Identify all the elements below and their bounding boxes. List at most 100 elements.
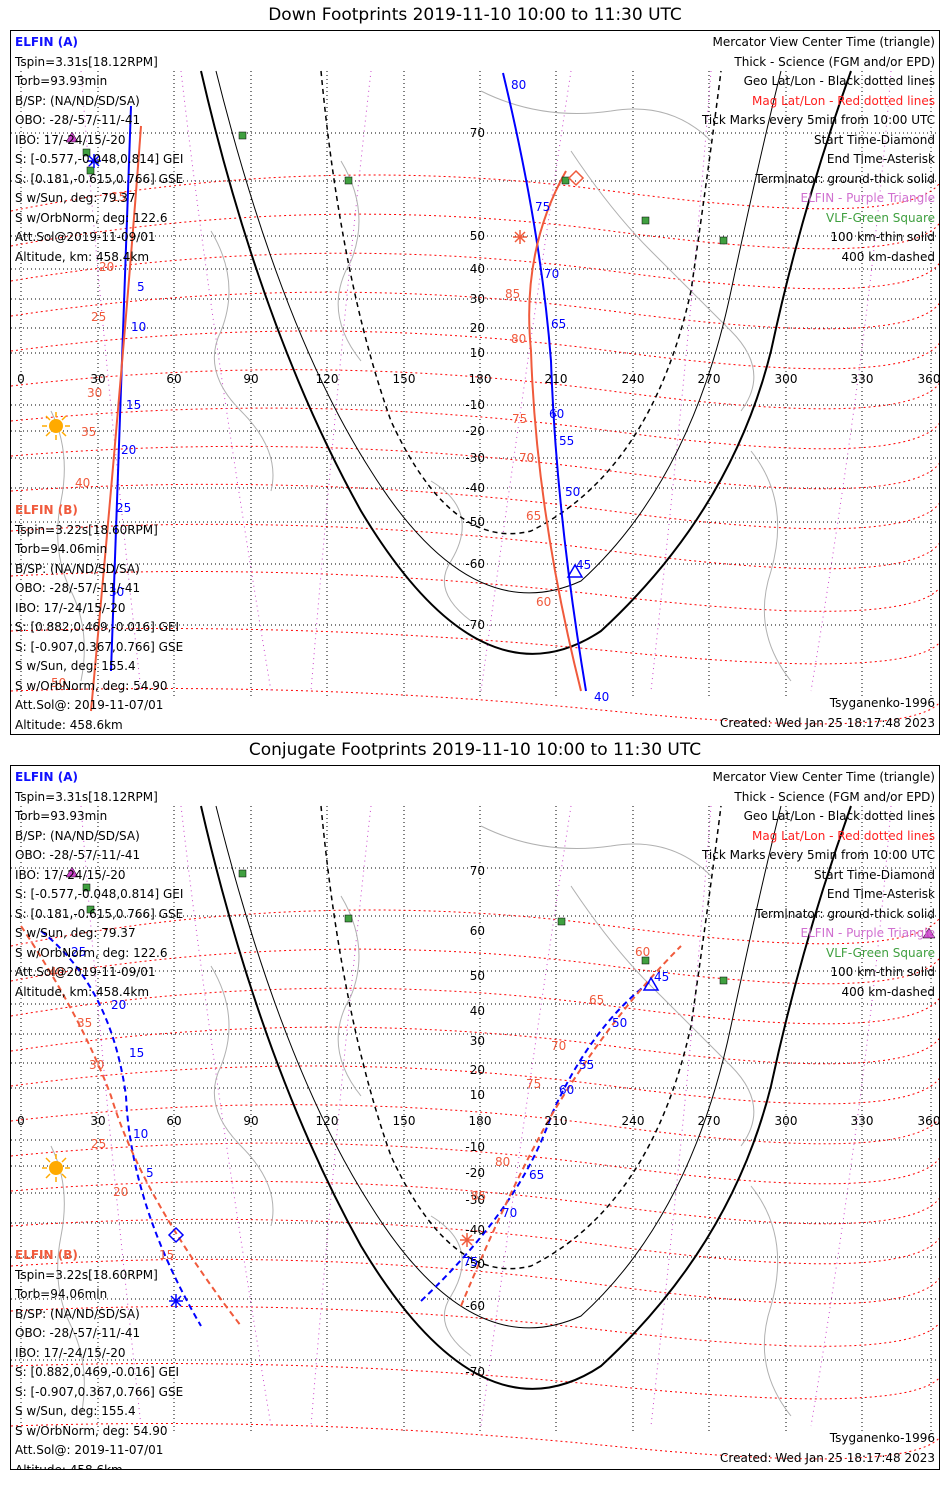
info-line: S w/OrbNorm, deg: 122.6 bbox=[15, 945, 168, 960]
track-label: 35 bbox=[81, 425, 96, 439]
sun-icon bbox=[42, 412, 70, 440]
vlf-square-icon bbox=[238, 869, 247, 878]
lat-tick: 70 bbox=[470, 864, 485, 878]
lon-tick: 60 bbox=[166, 372, 181, 386]
legend-item: Tick Marks every 5min from 10:00 UTC bbox=[701, 113, 935, 127]
legend-item: Mag Lat/Lon - Red dotted lines bbox=[751, 828, 935, 843]
info-line: B/SP: (NA/ND/SD/SA) bbox=[15, 93, 140, 108]
map-canvas-conjugate: 0 30 60 90 120 150 180 210 240 270 300 3… bbox=[11, 805, 939, 1460]
legend-item: Tick Marks every 5min from 10:00 UTC bbox=[701, 848, 935, 862]
lat-tick: -50 bbox=[465, 515, 485, 529]
track-label: 45 bbox=[654, 970, 669, 984]
track-label: 20 bbox=[113, 1185, 128, 1199]
info-line: S w/Sun, deg: 79.37 bbox=[15, 191, 136, 205]
lat-tick: 20 bbox=[470, 1063, 485, 1077]
info-line: S: [0.181,-0.615,0.766] GSE bbox=[15, 906, 184, 921]
track-label: 20 bbox=[99, 260, 114, 274]
info-line: B/SP: (NA/ND/SD/SA) bbox=[15, 561, 140, 576]
track-label: 25 bbox=[91, 310, 106, 324]
diamond-icon bbox=[167, 1226, 185, 1244]
track-elfin-b-west bbox=[90, 125, 142, 712]
track-label: 45 bbox=[576, 558, 591, 572]
vlf-square-icon bbox=[344, 914, 353, 923]
track-label: 50 bbox=[51, 676, 66, 690]
track-label: 30 bbox=[109, 585, 124, 599]
lon-tick: 90 bbox=[243, 1114, 258, 1128]
legend: Mercator View Center Time (triangle) Thi… bbox=[702, 33, 935, 267]
info-line: Att.Sol@2019-11-09/01 bbox=[15, 230, 156, 244]
lat-tick: -10 bbox=[465, 398, 485, 412]
lat-tick: -30 bbox=[465, 1193, 485, 1207]
track-label: 25 bbox=[91, 1137, 106, 1151]
info-line: IBO: 17/-24/15/-20 bbox=[15, 600, 126, 615]
info-line: S w/OrbNorm, deg: 122.6 bbox=[15, 210, 168, 225]
track-label: 30 bbox=[89, 1058, 104, 1072]
info-line: S: [-0.577,-0.048,0.814] GEI bbox=[15, 152, 184, 166]
lon-tick: 240 bbox=[622, 1114, 645, 1128]
vlf-square-icon bbox=[238, 131, 247, 140]
mag-longitude-lines bbox=[80, 805, 892, 1427]
info-line: Tspin=3.22s[18.60RPM] bbox=[15, 522, 158, 537]
legend-item: ELFIN - Purple Triangle bbox=[800, 191, 935, 205]
lon-tick: 240 bbox=[622, 372, 645, 386]
track-a-west-labels: 5 10 15 20 25 30 bbox=[109, 280, 146, 599]
map-panel-down: 0 30 60 90 120 150 180 210 240 270 300 3… bbox=[10, 30, 940, 735]
info-line: B/SP: (NA/ND/SD/SA) bbox=[15, 1306, 140, 1321]
vlf-square-icon bbox=[641, 956, 650, 965]
asterisk-icon bbox=[513, 230, 527, 244]
track-label: 30 bbox=[87, 386, 102, 400]
lon-tick: 210 bbox=[545, 1114, 568, 1128]
lat-tick: 40 bbox=[470, 1004, 485, 1018]
info-line: S: [0.882,0.469,-0.016] GEI bbox=[15, 1365, 180, 1379]
track-label: 15 bbox=[129, 1046, 144, 1060]
track-label: 75 bbox=[535, 200, 550, 214]
mag-grid bbox=[11, 909, 939, 1460]
legend-item: 400 km-dashed bbox=[841, 984, 935, 999]
track-a-east-labels: 75 70 65 60 55 50 45 bbox=[463, 970, 669, 1269]
legend-item: Terminator: ground-thick solid bbox=[755, 906, 935, 921]
geo-grid bbox=[11, 806, 939, 1431]
lat-tick: 60 bbox=[470, 924, 485, 938]
elfin-b-info: ELFIN (B) Tspin=3.22s[18.60RPM] Torb=94.… bbox=[15, 501, 183, 734]
footer: Tsyganenko-1996 Created: Wed Jan 25 18:1… bbox=[720, 1429, 935, 1468]
lat-tick: -70 bbox=[465, 1365, 485, 1379]
info-line: OBO: -28/-57/-11/-41 bbox=[15, 1326, 141, 1340]
lon-tick: 330 bbox=[851, 1114, 874, 1128]
lon-tick: 270 bbox=[698, 372, 721, 386]
lat-tick: -20 bbox=[465, 424, 485, 438]
info-line: S: [-0.907,0.367,0.766] GSE bbox=[15, 1384, 184, 1399]
track-label: 65 bbox=[589, 993, 604, 1007]
track-label: 60 bbox=[536, 595, 551, 609]
track-label: 40 bbox=[75, 476, 90, 490]
lon-tick: 0 bbox=[17, 372, 25, 386]
track-label: 20 bbox=[111, 998, 126, 1012]
legend-item: Start Time-Diamond bbox=[813, 132, 935, 147]
lon-tick: 60 bbox=[166, 1114, 181, 1128]
track-label: 85 bbox=[505, 287, 520, 301]
track-label: 80 bbox=[495, 1155, 510, 1169]
legend-item: 100 km-thin solid bbox=[830, 965, 935, 979]
track-b-west-labels: 15 20 25 30 35 40 50 bbox=[51, 190, 126, 690]
map-canvas-down: 0 30 60 90 120 150 180 210 240 270 300 3… bbox=[11, 70, 939, 725]
lon-tick: 90 bbox=[243, 372, 258, 386]
track-label: 60 bbox=[635, 945, 650, 959]
track-a-east-labels: 80 75 70 65 60 55 50 45 40 bbox=[511, 78, 609, 704]
triangle-icon bbox=[65, 866, 79, 878]
track-label: 10 bbox=[133, 1127, 148, 1141]
lat-tick: -10 bbox=[465, 1140, 485, 1154]
info-line: IBO: 17/-24/15/-20 bbox=[15, 867, 126, 882]
lon-tick: 30 bbox=[90, 372, 105, 386]
legend-item: Thick - Science (FGM and/or EPD) bbox=[734, 789, 935, 804]
vlf-square-icon bbox=[86, 166, 95, 175]
track-b-east-labels: 85 80 75 70 65 60 bbox=[505, 287, 551, 609]
legend-item: Geo Lat/Lon - Black dotted lines bbox=[743, 809, 935, 823]
vlf-square-icon bbox=[557, 917, 566, 926]
lon-tick: 270 bbox=[698, 1114, 721, 1128]
track-elfin-b-east bbox=[460, 945, 682, 1307]
vlf-square-icon bbox=[82, 148, 91, 157]
lon-tick: 30 bbox=[90, 1114, 105, 1128]
legend-item: Mercator View Center Time (triangle) bbox=[712, 770, 935, 784]
lat-tick: 70 bbox=[470, 126, 485, 140]
vlf-square-icon bbox=[719, 236, 728, 245]
legend: Mercator View Center Time (triangle) Thi… bbox=[702, 768, 935, 1002]
